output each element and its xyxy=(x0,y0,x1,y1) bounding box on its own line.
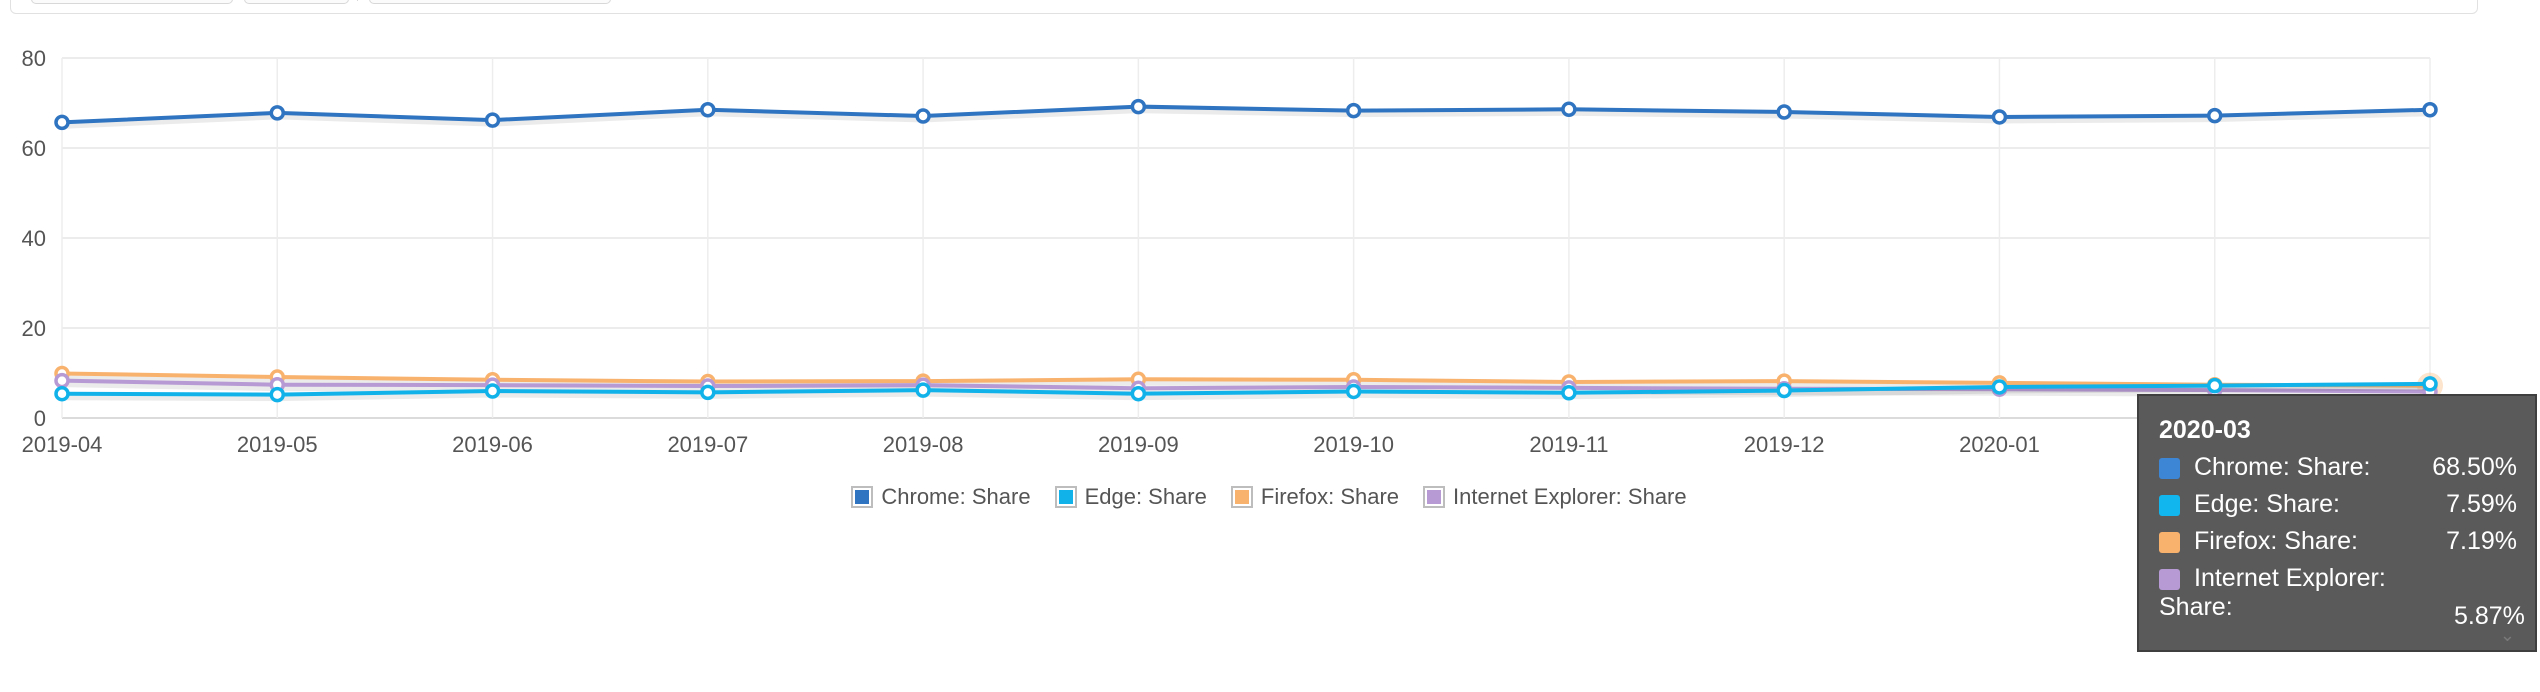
grid xyxy=(61,57,2431,419)
series-shadow-edge-share xyxy=(61,383,2431,402)
filter-panel xyxy=(10,0,2478,14)
y-tick-label: 0 xyxy=(34,406,46,431)
y-tick-label: 60 xyxy=(22,136,46,161)
data-point-chrome-share[interactable] xyxy=(2206,107,2223,124)
legend-swatch xyxy=(1054,486,1077,508)
tooltip-label-internet-explorer-line1: Internet Explorer: xyxy=(2194,564,2386,592)
legend-swatch xyxy=(1230,486,1253,508)
data-point-edge-share[interactable] xyxy=(1130,385,1147,402)
data-point-chrome-share[interactable] xyxy=(2422,102,2438,118)
series-line-firefox-share xyxy=(61,371,2431,388)
tooltip-label-internet-explorer: Internet Explorer: Share: xyxy=(2159,564,2454,622)
legend-label: Edge: Share xyxy=(1084,484,1207,509)
tooltip-swatch-firefox xyxy=(2159,532,2180,553)
legend-label: Chrome: Share xyxy=(881,484,1031,509)
y-tick-label: 40 xyxy=(22,226,46,251)
legend-item-chrome-share[interactable]: Chrome: Share xyxy=(851,484,1031,510)
data-point-edge-share[interactable] xyxy=(2422,376,2438,392)
tooltip-value-chrome: 68.50% xyxy=(2432,453,2517,481)
data-point-chrome-share[interactable] xyxy=(269,105,286,121)
tooltip-row-chrome: Chrome: Share: 68.50% xyxy=(2159,453,2517,490)
x-tick-label: 2019-06 xyxy=(452,432,533,457)
series-shadow-chrome-share xyxy=(61,106,2431,129)
tooltip-value-edge: 7.59% xyxy=(2446,490,2517,518)
series xyxy=(54,98,2443,403)
data-point-chrome-share[interactable] xyxy=(54,114,70,131)
tooltip-label-chrome: Chrome: Share: xyxy=(2194,453,2371,481)
tooltip-title: 2020-03 xyxy=(2159,416,2251,444)
legend-swatch xyxy=(851,486,874,508)
tooltip-value-firefox: 7.19% xyxy=(2446,527,2517,555)
data-point-edge-share[interactable] xyxy=(484,383,501,399)
tooltip-row-edge: Edge: Share: 7.59% xyxy=(2159,490,2517,527)
x-tick-label: 2019-08 xyxy=(883,432,964,457)
data-point-edge-share[interactable] xyxy=(1991,379,2008,395)
data-point-edge-share[interactable] xyxy=(54,385,70,402)
x-tick-label: 2019-10 xyxy=(1313,432,1394,457)
series-line-internet-explorer-share xyxy=(61,378,2431,394)
tooltip-row-firefox: Firefox: Share: 7.19% xyxy=(2159,527,2517,564)
chevron-down-icon: ⌄ xyxy=(2499,625,2515,645)
data-point-chrome-share[interactable] xyxy=(1561,101,1577,118)
y-tick-label: 80 xyxy=(22,46,46,71)
series-line-edge-share xyxy=(61,381,2431,397)
tooltip-label-edge: Edge: Share: xyxy=(2194,490,2340,518)
data-point-chrome-share[interactable] xyxy=(1130,98,1147,115)
filter-separator xyxy=(357,0,358,1)
legend-item-firefox-share[interactable]: Firefox: Share xyxy=(1230,484,1400,510)
data-point-edge-share[interactable] xyxy=(700,384,716,401)
tooltip-swatch-edge xyxy=(2159,495,2180,516)
series-line-chrome-share xyxy=(61,104,2431,125)
legend-item-edge-share[interactable]: Edge: Share xyxy=(1054,484,1207,510)
data-point-edge-share[interactable] xyxy=(269,386,286,403)
data-point-chrome-share[interactable] xyxy=(700,102,716,118)
data-point-chrome-share[interactable] xyxy=(484,112,501,128)
y-tick-label: 20 xyxy=(22,316,46,341)
data-point-chrome-share[interactable] xyxy=(915,108,931,124)
x-tick-label: 2019-12 xyxy=(1744,432,1825,457)
legend-label: Internet Explorer: Share xyxy=(1453,484,1687,509)
data-point-chrome-share[interactable] xyxy=(1776,104,1792,120)
x-tick-label: 2020-01 xyxy=(1959,432,2040,457)
data-point-edge-share[interactable] xyxy=(915,382,931,398)
tooltip-swatch-chrome xyxy=(2159,458,2180,479)
data-point-edge-share[interactable] xyxy=(2206,377,2223,394)
tooltip-swatch-internet-explorer xyxy=(2159,569,2180,590)
data-point-chrome-share[interactable] xyxy=(1345,102,1362,119)
legend-swatch xyxy=(1423,486,1446,508)
legend-label: Firefox: Share xyxy=(1260,484,1400,509)
tooltip-label-firefox: Firefox: Share: xyxy=(2194,527,2358,555)
tooltip: 2020-03 Chrome: Share: 68.50% Edge: Shar… xyxy=(2137,394,2537,652)
tooltip-row-internet-explorer: Internet Explorer: Share: 5.87% xyxy=(2159,564,2525,640)
x-tick-label: 2019-09 xyxy=(1098,432,1179,457)
tooltip-value-internet-explorer: 5.87% xyxy=(2454,602,2525,630)
data-point-edge-share[interactable] xyxy=(1345,383,1362,400)
data-point-internet-explorer-share[interactable] xyxy=(54,372,70,389)
x-tick-label: 2019-07 xyxy=(667,432,748,457)
x-tick-label: 2019-04 xyxy=(22,432,103,457)
x-axis: 2019-04 2019-05 2019-06 2019-07 2019-08 2019-… xyxy=(22,432,2471,457)
tooltip-label-internet-explorer-line2: Share: xyxy=(2159,593,2233,621)
legend-item-internet-explorer-share[interactable]: Internet Explorer: Share xyxy=(1423,484,1687,510)
data-point-chrome-share[interactable] xyxy=(1991,109,2008,125)
y-axis: 0 20 40 60 80 xyxy=(22,46,46,431)
data-point-edge-share[interactable] xyxy=(1776,382,1792,399)
x-tick-label: 2019-05 xyxy=(237,432,318,457)
data-point-edge-share[interactable] xyxy=(1561,385,1577,401)
legend: Chrome: Share Edge: Share Firefox: Share In… xyxy=(0,480,2540,514)
x-tick-label: 2019-11 xyxy=(1529,432,1608,457)
